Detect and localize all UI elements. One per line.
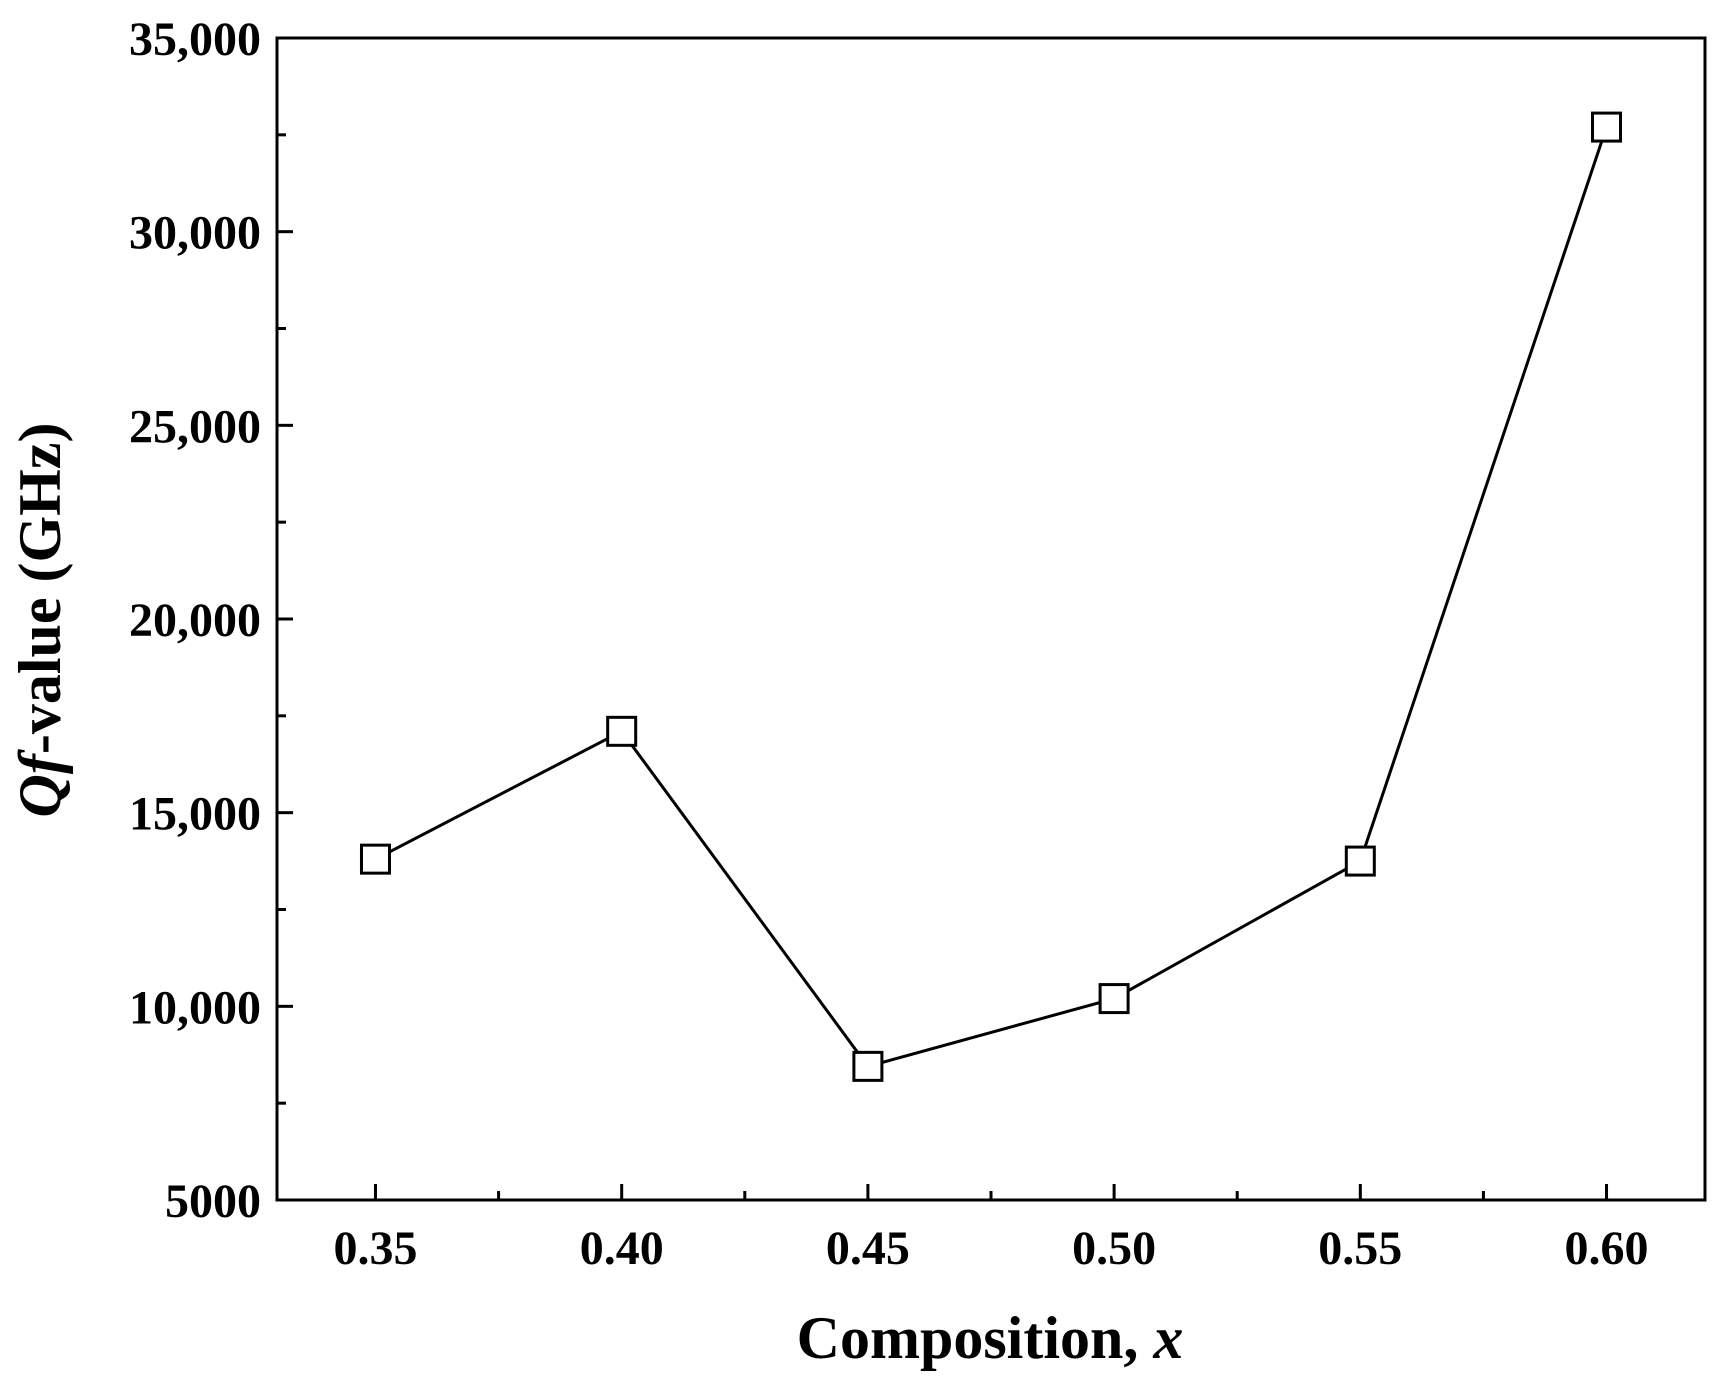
ticks-layer: 0.35 0.40 0.45 0.50 0.55 0.60 5000 10,000 15,000… [129, 13, 1649, 1275]
x-tick-label: 0.55 [1318, 1222, 1402, 1275]
x-tick-label: 0.40 [580, 1222, 664, 1275]
data-point-marker [852, 1050, 884, 1082]
x-tick-label: 0.60 [1565, 1222, 1649, 1275]
x-axis-title: Composition, x [797, 1305, 1184, 1371]
series-line [374, 126, 1608, 1069]
x-axis-title-variable: x [1152, 1305, 1183, 1371]
y-axis-title: Qf-value (GHz) [7, 423, 73, 818]
x-tick-label: 0.50 [1072, 1222, 1156, 1275]
y-tick-label: 15,000 [129, 788, 261, 841]
y-tick-label: 35,000 [129, 13, 261, 66]
y-axis-title-symbol: Qf [7, 749, 73, 817]
y-tick-label: 20,000 [129, 594, 261, 647]
x-tick-label: 0.35 [333, 1222, 417, 1275]
y-tick-label: 5000 [165, 1175, 261, 1228]
data-point-marker [1098, 983, 1130, 1015]
y-tick-label: 25,000 [129, 400, 261, 453]
x-tick-label: 0.45 [826, 1222, 910, 1275]
data-point-marker [1344, 845, 1376, 877]
series-layer [359, 111, 1623, 1082]
y-tick-label: 30,000 [129, 207, 261, 260]
y-tick-label: 10,000 [129, 981, 261, 1034]
data-point-marker [606, 715, 638, 747]
x-axis-title-text: Composition, [797, 1305, 1154, 1371]
data-point-marker [359, 843, 391, 875]
data-point-marker [1591, 111, 1623, 143]
plot-frame [275, 36, 1707, 1202]
y-axis-title-text: -value (GHz) [7, 423, 73, 755]
